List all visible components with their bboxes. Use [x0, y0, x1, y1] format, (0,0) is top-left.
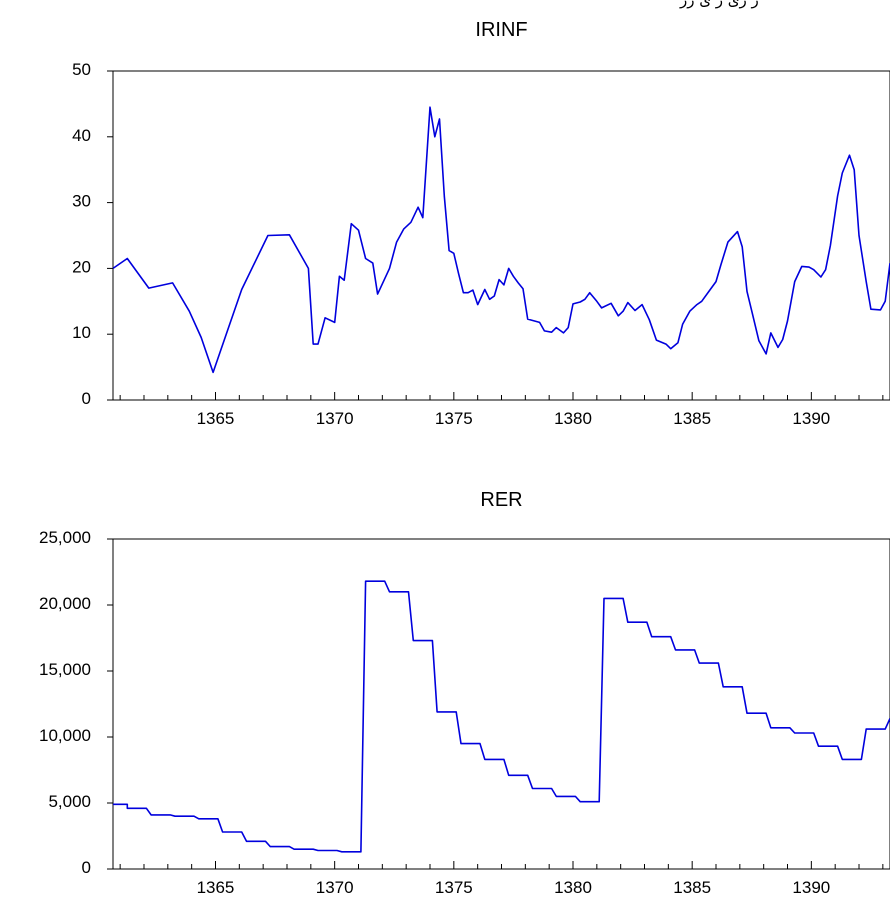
x-tick-label: 1365	[197, 878, 235, 897]
chart-title: RER	[480, 489, 522, 511]
x-tick-label: 1385	[673, 878, 711, 897]
series-line	[113, 580, 890, 853]
plot-frame	[112, 70, 890, 401]
y-tick-label: 30	[72, 192, 91, 211]
x-tick-label: 1390	[792, 409, 830, 428]
y-tick-label: 25,000	[39, 528, 91, 547]
y-tick-label: 20	[72, 257, 91, 276]
x-tick-label: 1375	[435, 409, 473, 428]
x-tick-label: 1385	[673, 409, 711, 428]
y-tick-label: 10	[72, 323, 91, 342]
y-tick-label: 15,000	[39, 660, 91, 679]
chart-1: IRINF 0 10 20 30 40 50 1365 1370 1375 1380 1385 1390	[72, 19, 890, 428]
plot-frame	[112, 538, 890, 870]
x-tick-label: 1380	[554, 878, 592, 897]
y-tick-label: 40	[72, 126, 91, 145]
y-tick-label: 10,000	[39, 726, 91, 745]
y-tick-label: 5,000	[48, 792, 91, 811]
x-tick-label: 1370	[316, 878, 354, 897]
y-tick-label: 0	[82, 389, 91, 408]
x-tick-label: 1370	[316, 409, 354, 428]
y-tick-label: 20,000	[39, 594, 91, 613]
x-tick-label: 1375	[435, 878, 473, 897]
cropped-header-text: ر ری ر ی رر	[680, 0, 759, 9]
x-tick-label: 1365	[197, 409, 235, 428]
y-tick-label: 50	[72, 60, 91, 79]
chart-2: RER 0 5,000 10,000 15,000 20,000 25,000 1365 137…	[39, 489, 890, 897]
x-tick-label: 1390	[792, 878, 830, 897]
series-line	[112, 106, 890, 374]
chart-title: IRINF	[475, 19, 527, 41]
y-tick-label: 0	[82, 858, 91, 877]
x-tick-label: 1380	[554, 409, 592, 428]
